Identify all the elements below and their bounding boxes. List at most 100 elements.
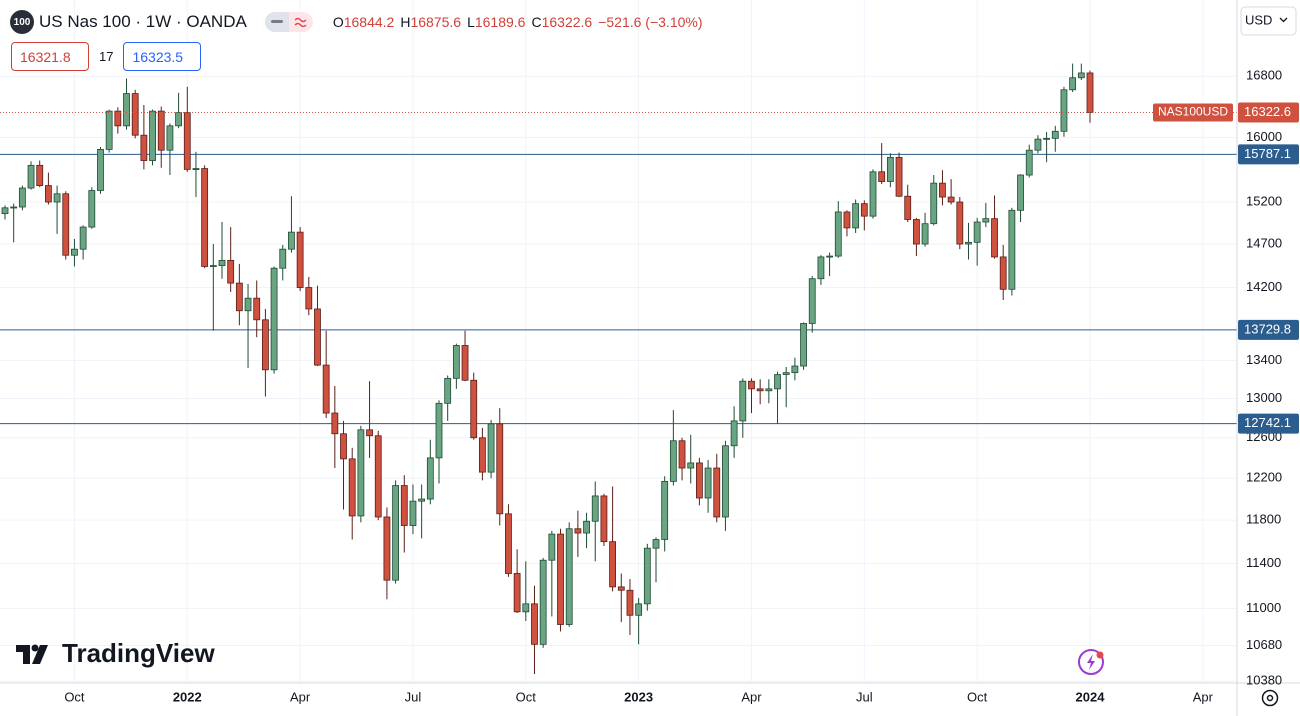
plot-area [0, 63, 1237, 675]
logo-text: TradingView [62, 638, 215, 668]
candle-body [261, 319, 269, 371]
candle-body [669, 440, 677, 482]
candle-body [800, 323, 807, 367]
candle-body [1017, 174, 1024, 211]
candle-body [487, 423, 495, 473]
candle-body [53, 193, 61, 203]
candle-body [886, 156, 894, 182]
candle-body [782, 372, 790, 375]
candle-body [27, 164, 35, 189]
buy-button[interactable]: 16323.5 [123, 42, 202, 71]
candle-body [209, 265, 217, 268]
candle-body [235, 282, 243, 312]
x-tick-label: 2022 [173, 689, 202, 704]
candle-body [435, 402, 443, 459]
line-tag [1238, 413, 1299, 434]
candle-body [539, 559, 547, 645]
settings-icon[interactable] [1261, 689, 1279, 707]
candle-body [661, 480, 669, 540]
candle-body [748, 380, 755, 390]
y-tick-label: 11000 [1246, 600, 1281, 615]
line-tag [1238, 319, 1299, 340]
candle-body [244, 297, 252, 312]
candle-body [461, 345, 469, 381]
candle-body [400, 485, 408, 526]
candle-body [713, 467, 721, 518]
line-tag [1238, 144, 1299, 165]
candle-body [982, 218, 990, 223]
candle-body [826, 255, 833, 258]
x-tick-label: Oct [967, 689, 988, 704]
y-tick-label: 16000 [1246, 129, 1282, 144]
candle-body [852, 203, 860, 229]
candle-body [314, 308, 321, 366]
sell-button[interactable]: 16321.8 [11, 42, 89, 71]
candle-body [183, 112, 191, 170]
candle-body [609, 541, 616, 588]
candle-body [1, 207, 9, 215]
x-tick-label: Apr [1193, 689, 1214, 704]
symbol-badge: 100 [10, 10, 34, 34]
candle-body [531, 603, 538, 645]
line-tag-label: 15787.1 [1244, 146, 1291, 161]
candle-body [921, 223, 929, 245]
ohlc-values: O 16844.2 H 16875.6 L 16189.6 C 16322.6 −521… [333, 14, 709, 30]
symbol-title[interactable]: US Nas 100 · 1W · OANDA [39, 12, 247, 31]
candle-body [331, 412, 339, 435]
candle-body [1069, 77, 1077, 91]
high-letter: H [400, 14, 411, 30]
candle-body [1077, 72, 1085, 79]
candle-body [192, 168, 200, 170]
candle-body [965, 241, 972, 245]
candle-body [383, 516, 391, 581]
candle-body [79, 226, 87, 250]
x-tick-label: Oct [516, 689, 537, 704]
candle-body [817, 256, 825, 280]
change-value: −521.6 (−3.10%) [598, 14, 703, 30]
candle-body [149, 110, 156, 161]
candle-body [18, 187, 26, 208]
candle-body [696, 462, 703, 499]
currency-button[interactable] [1240, 6, 1297, 36]
candle-body [756, 388, 764, 392]
candle-body [366, 429, 373, 437]
low-value: 16189.6 [474, 14, 526, 30]
candle-body [45, 185, 52, 203]
candle-body [583, 520, 590, 534]
grid [0, 0, 1237, 683]
candle-body [478, 437, 486, 473]
x-tick-label: Apr [741, 689, 762, 704]
price-tag [1238, 102, 1299, 123]
alert-icon[interactable] [1078, 649, 1104, 675]
candle-body [374, 435, 382, 518]
y-tick-label: 13000 [1246, 390, 1282, 405]
candle-body [131, 93, 139, 136]
candle-body [991, 218, 998, 258]
y-tick-label: 12200 [1246, 470, 1282, 485]
candle-body [869, 171, 877, 217]
candle-body [860, 203, 868, 217]
candle-body [913, 219, 920, 245]
candle-body [834, 211, 842, 257]
trade-buttons: 16321.8 17 16323.5 [11, 42, 202, 71]
compare-button[interactable] [288, 12, 313, 32]
candle-body [591, 495, 599, 522]
x-tick-label: Apr [290, 689, 311, 704]
candle-body [279, 248, 287, 269]
y-tick-label: 11800 [1246, 512, 1281, 527]
candle-body [62, 193, 70, 256]
candle-body [470, 379, 478, 439]
candle-body [409, 500, 417, 526]
x-tick-label: 2023 [624, 689, 653, 704]
spread: 17 [99, 49, 114, 64]
candle-body [296, 231, 304, 288]
candle-body [97, 148, 104, 191]
candle-body [175, 112, 183, 127]
candle-body [114, 110, 122, 127]
candle-body [895, 156, 903, 197]
hide-button[interactable] [264, 12, 289, 32]
currency-caret [1279, 17, 1288, 23]
candle-body [635, 603, 643, 616]
